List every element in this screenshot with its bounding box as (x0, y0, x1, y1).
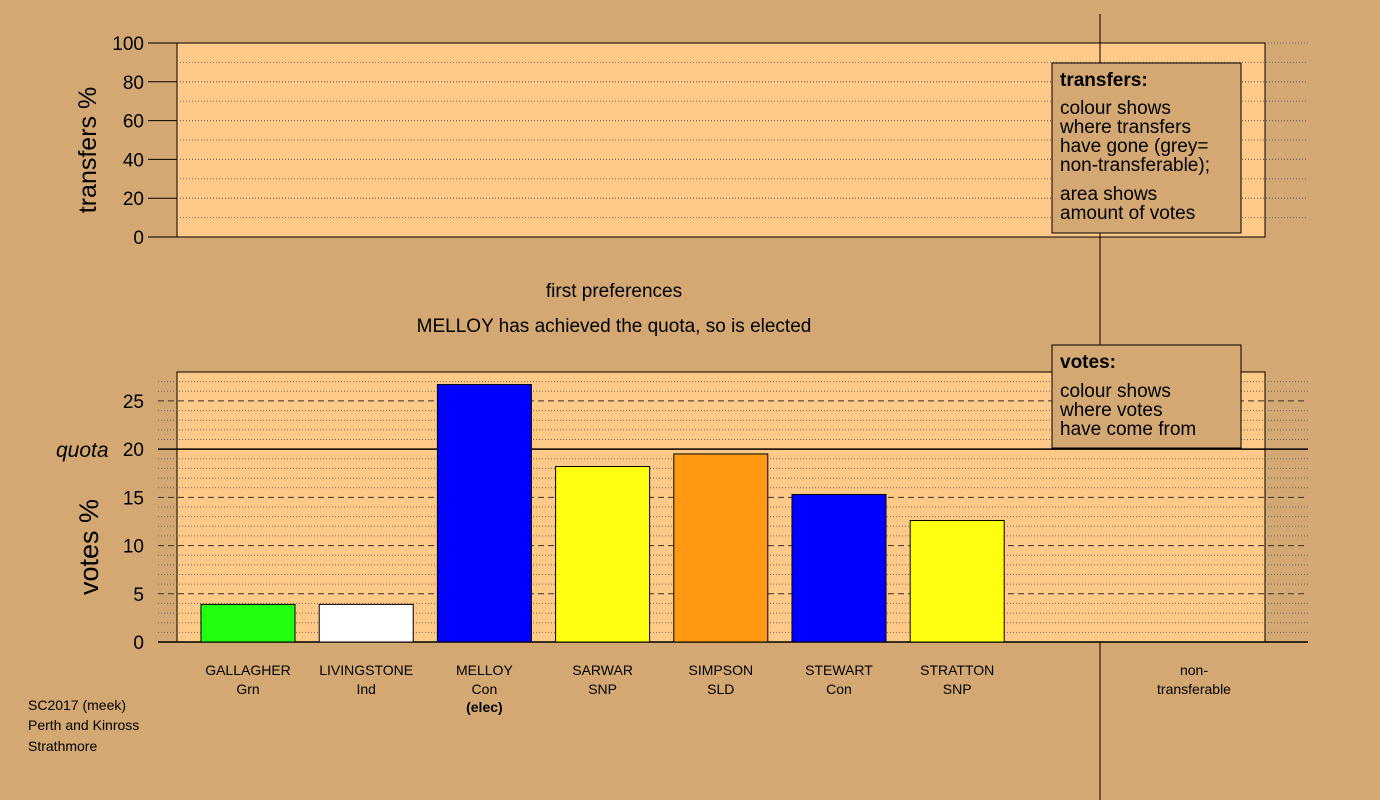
transfers-legend-line: amount of votes (1060, 203, 1195, 224)
votes-y-axis-label: votes % (74, 499, 104, 595)
vote-bar-sarwar (555, 466, 651, 643)
transfers-legend-line: colour shows (1060, 98, 1171, 119)
nontransferable-label: transferable (1157, 681, 1231, 697)
vote-bar-gallagher (200, 603, 296, 643)
transfers-legend-line: have gone (grey= (1060, 136, 1208, 157)
vote-bar-simpson (673, 453, 769, 643)
transfers-tick-label: 40 (123, 150, 144, 171)
transfers-tick-label: 0 (133, 228, 144, 249)
votes-legend-line: colour shows (1060, 381, 1171, 402)
transfers-tick-label: 100 (112, 34, 144, 55)
votes-legend-line: where votes (1059, 400, 1162, 421)
candidate-party: Ind (356, 681, 375, 697)
quota-label: quota (56, 439, 109, 462)
transfers-legend-line: where transfers (1059, 117, 1191, 138)
footer-council: Perth and Kinross (28, 717, 139, 733)
transfers-legend-line: area shows (1060, 184, 1157, 205)
candidate-name: STRATTON (920, 662, 994, 678)
candidate-party: SNP (588, 681, 617, 697)
candidate-name: GALLAGHER (205, 662, 291, 678)
transfers-legend-box (1051, 62, 1242, 234)
votes-bars (200, 384, 1005, 643)
transfers-tick-label: 20 (123, 189, 144, 210)
votes-tick-label: 10 (123, 537, 144, 558)
transfers-y-axis-label: transfers % (74, 87, 102, 213)
candidate-name: MELLOY (456, 662, 513, 678)
votes-y-ticks: 0 5 10 15 20 25 (123, 392, 144, 654)
transfers-legend-line: non-transferable); (1060, 155, 1210, 176)
nontransferable-label: non- (1180, 662, 1208, 678)
chart-subtitle: MELLOY has achieved the quota, so is ele… (417, 316, 812, 337)
vote-bar-melloy (436, 384, 532, 643)
candidate-labels: GALLAGHER Grn LIVINGSTONE Ind MELLOY Con (elec… (205, 662, 994, 715)
chart-title: first preferences (546, 281, 682, 302)
votes-legend-box (1051, 344, 1242, 449)
votes-tick-label: 5 (133, 585, 144, 606)
candidate-party: Grn (236, 681, 259, 697)
votes-tick-label: 20 (123, 440, 144, 461)
votes-tick-label: 25 (123, 392, 144, 413)
candidate-party: Con (472, 681, 498, 697)
transfers-legend: transfers: colour shows where transfers … (1051, 62, 1242, 234)
transfers-legend-title: transfers: (1060, 70, 1148, 91)
candidate-name: LIVINGSTONE (319, 662, 413, 678)
transfers-y-ticks: 0 20 40 60 80 100 (112, 34, 177, 249)
candidate-status: (elec) (466, 699, 503, 715)
candidate-party: Con (826, 681, 852, 697)
transfers-tick-label: 80 (123, 73, 144, 94)
footer-election: SC2017 (meek) (28, 697, 126, 713)
votes-legend: votes: colour shows where votes have com… (1051, 344, 1242, 449)
vote-bar-livingstone (318, 603, 414, 643)
footer-ward: Strathmore (28, 738, 97, 754)
candidate-name: SIMPSON (689, 662, 754, 678)
candidate-name: STEWART (805, 662, 873, 678)
candidate-party: SNP (943, 681, 972, 697)
vote-bar-stratton (909, 520, 1005, 643)
candidate-party: SLD (707, 681, 734, 697)
votes-legend-title: votes: (1060, 352, 1116, 373)
votes-tick-label: 15 (123, 488, 144, 509)
votes-legend-line: have come from (1060, 419, 1196, 440)
votes-tick-label: 0 (133, 633, 144, 654)
candidate-name: SARWAR (572, 662, 633, 678)
vote-bar-stewart (791, 493, 887, 643)
transfers-tick-label: 60 (123, 112, 144, 133)
